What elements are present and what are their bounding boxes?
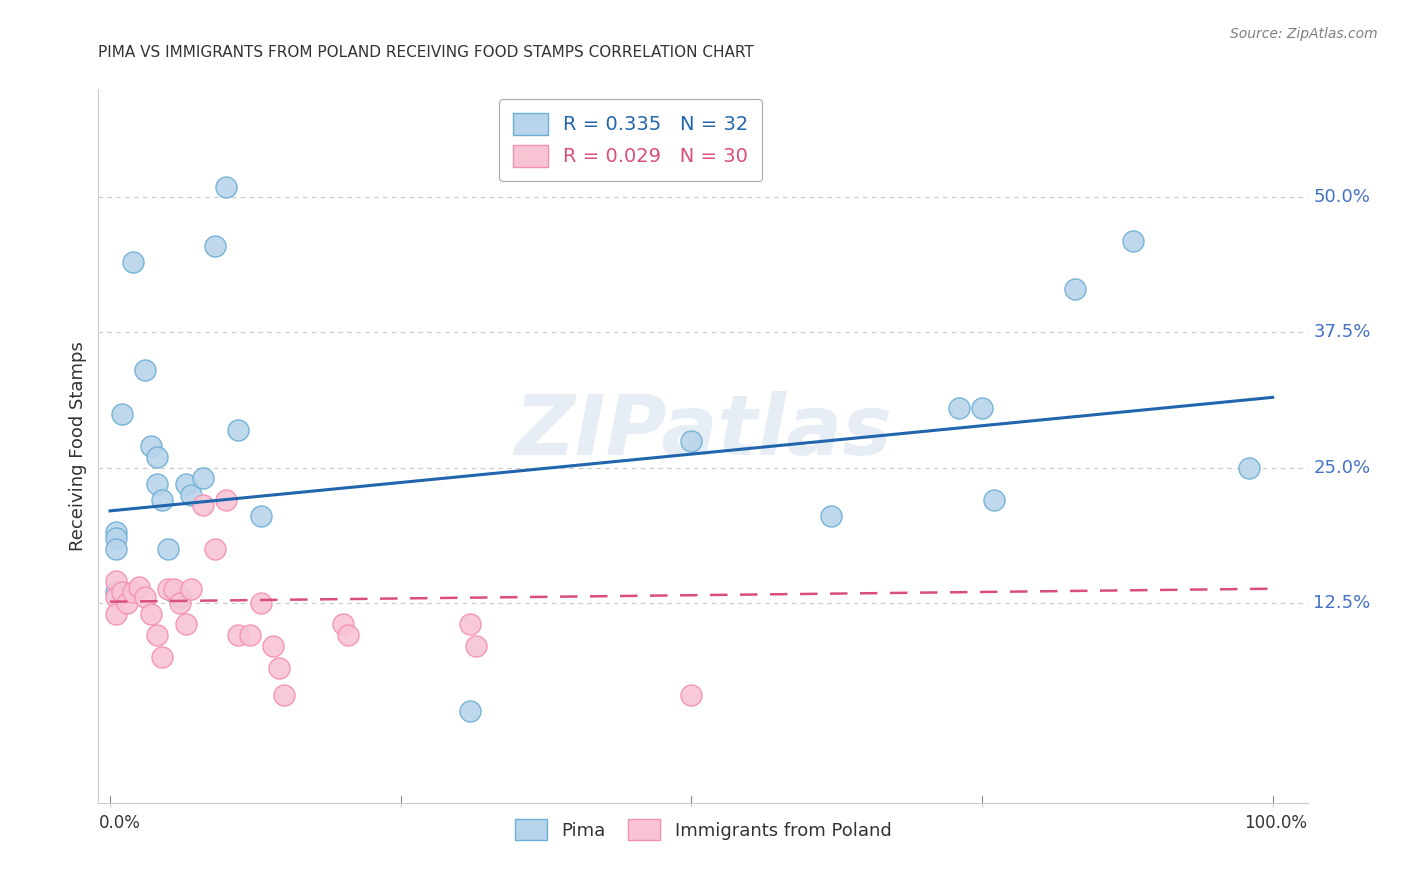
Point (174, 476, 197, 491)
Point (104, 574, 127, 589)
Text: 0.0%: 0.0% (98, 814, 141, 831)
Point (460, 704, 482, 718)
Point (169, 596, 191, 610)
Text: PIMA VS IMMIGRANTS FROM POLAND RECEIVING FOOD STAMPS CORRELATION CHART: PIMA VS IMMIGRANTS FROM POLAND RECEIVING… (98, 45, 754, 60)
Point (681, 434, 703, 448)
Point (122, 255, 145, 269)
Point (337, 628, 360, 642)
Point (104, 607, 127, 621)
Point (465, 639, 488, 653)
Text: 37.5%: 37.5% (1313, 324, 1371, 342)
Point (191, 499, 214, 513)
Point (215, 493, 238, 508)
Point (104, 585, 127, 599)
Point (157, 541, 180, 556)
Point (191, 471, 214, 485)
Point (139, 439, 162, 453)
Point (145, 476, 167, 491)
Point (104, 525, 127, 540)
Point (1239, 460, 1261, 475)
Point (150, 649, 173, 664)
Text: 25.0%: 25.0% (1313, 458, 1371, 476)
Point (157, 582, 180, 596)
Point (250, 509, 273, 524)
Point (134, 363, 156, 377)
Text: 50.0%: 50.0% (1313, 188, 1371, 206)
Point (163, 582, 186, 596)
Text: ZIPatlas: ZIPatlas (515, 392, 891, 472)
Point (332, 617, 354, 632)
Text: Source: ZipAtlas.com: Source: ZipAtlas.com (1230, 27, 1378, 41)
Point (174, 617, 197, 632)
Point (239, 628, 262, 642)
Point (983, 493, 1005, 508)
Point (150, 493, 173, 508)
Point (460, 617, 482, 632)
Point (111, 407, 134, 421)
Y-axis label: Receiving Food Stamps: Receiving Food Stamps (69, 341, 87, 551)
Point (204, 239, 226, 253)
Point (134, 591, 156, 605)
Point (1122, 234, 1144, 248)
Point (681, 688, 703, 702)
Text: 100.0%: 100.0% (1244, 814, 1308, 831)
Point (226, 423, 249, 437)
Point (145, 450, 167, 464)
Point (117, 596, 139, 610)
Point (163, 585, 186, 599)
Point (226, 628, 249, 642)
Point (1064, 282, 1087, 296)
Point (215, 179, 238, 194)
Point (104, 591, 127, 605)
Point (820, 509, 842, 524)
Point (104, 531, 127, 545)
Point (122, 585, 145, 599)
Point (180, 488, 202, 502)
Text: 12.5%: 12.5% (1313, 594, 1371, 612)
Point (250, 596, 273, 610)
Point (128, 580, 150, 594)
Point (970, 401, 993, 416)
Point (180, 582, 202, 596)
Point (111, 585, 134, 599)
Legend: Pima, Immigrants from Poland: Pima, Immigrants from Poland (508, 812, 898, 847)
Point (273, 688, 295, 702)
Point (948, 401, 970, 416)
Point (262, 639, 284, 653)
Point (204, 541, 226, 556)
Point (104, 541, 127, 556)
Point (139, 607, 162, 621)
Point (267, 660, 290, 674)
Point (145, 628, 167, 642)
Point (169, 591, 191, 605)
